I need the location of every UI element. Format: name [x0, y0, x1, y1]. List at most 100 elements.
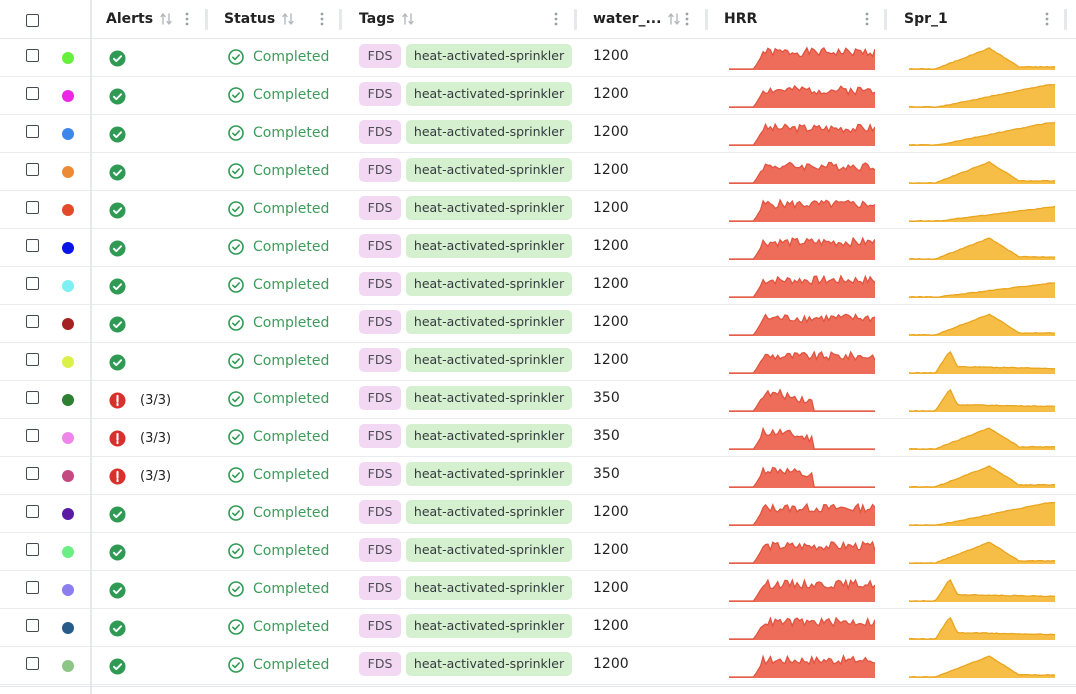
- column-resize-handle[interactable]: [884, 9, 887, 30]
- row-select-checkbox[interactable]: [26, 201, 39, 214]
- tag-chip[interactable]: FDS: [359, 538, 401, 562]
- tag-chip[interactable]: heat-activated-sprinkler: [406, 44, 572, 68]
- row-select-checkbox[interactable]: [26, 49, 39, 62]
- alert-count: (3/3): [140, 393, 172, 408]
- row-select-checkbox[interactable]: [26, 505, 39, 518]
- check-circle-filled-icon: [109, 658, 126, 675]
- spr-sparkline: [909, 237, 1055, 260]
- table-row[interactable]: Completed FDS heat-activated-sprinkler 1200: [0, 114, 1076, 153]
- table-row[interactable]: Completed FDS heat-activated-sprinkler 1200: [0, 152, 1076, 191]
- tag-chip[interactable]: FDS: [359, 348, 401, 372]
- row-select-checkbox[interactable]: [26, 429, 39, 442]
- select-all-checkbox[interactable]: [26, 14, 39, 27]
- tag-chip[interactable]: heat-activated-sprinkler: [406, 462, 572, 486]
- table-row[interactable]: (3/3) Completed FDS heat-activated-sprinkle…: [0, 456, 1076, 495]
- column-resize-handle[interactable]: [705, 9, 708, 30]
- kebab-menu-icon[interactable]: [554, 12, 558, 26]
- tag-chip[interactable]: FDS: [359, 424, 401, 448]
- tag-chip[interactable]: heat-activated-sprinkler: [406, 158, 572, 182]
- kebab-menu-icon[interactable]: [685, 12, 689, 26]
- tag-chip[interactable]: FDS: [359, 234, 401, 258]
- table-row[interactable]: Completed FDS heat-activated-sprinkler 1200: [0, 646, 1076, 685]
- row-select-checkbox[interactable]: [26, 657, 39, 670]
- column-header-water[interactable]: water_...: [593, 0, 681, 38]
- tag-chip[interactable]: FDS: [359, 652, 401, 676]
- kebab-menu-icon[interactable]: [865, 12, 869, 26]
- sort-arrows-icon[interactable]: [159, 12, 173, 26]
- tag-chip[interactable]: heat-activated-sprinkler: [406, 386, 572, 410]
- hrr-sparkline-line: [729, 466, 875, 488]
- table-row[interactable]: Completed FDS heat-activated-sprinkler 1200: [0, 76, 1076, 115]
- sort-arrows-icon[interactable]: [401, 12, 415, 26]
- table-row[interactable]: Completed FDS heat-activated-sprinkler 1200: [0, 608, 1076, 647]
- sort-arrows-icon[interactable]: [281, 12, 295, 26]
- kebab-menu-icon[interactable]: [1045, 12, 1049, 26]
- table-row[interactable]: Completed FDS heat-activated-sprinkler 1200: [0, 532, 1076, 571]
- row-select-checkbox[interactable]: [26, 277, 39, 290]
- tag-chip[interactable]: heat-activated-sprinkler: [406, 538, 572, 562]
- column-resize-handle[interactable]: [339, 9, 342, 30]
- column-header-hrr[interactable]: HRR: [724, 0, 757, 38]
- tag-chip[interactable]: FDS: [359, 120, 401, 144]
- tag-chip[interactable]: FDS: [359, 272, 401, 296]
- tag-chip[interactable]: FDS: [359, 462, 401, 486]
- row-select-checkbox[interactable]: [26, 543, 39, 556]
- tag-chip[interactable]: heat-activated-sprinkler: [406, 272, 572, 296]
- tag-chip[interactable]: FDS: [359, 158, 401, 182]
- tag-chip[interactable]: FDS: [359, 614, 401, 638]
- tag-chip[interactable]: heat-activated-sprinkler: [406, 576, 572, 600]
- tag-chip[interactable]: heat-activated-sprinkler: [406, 310, 572, 334]
- tag-chip[interactable]: heat-activated-sprinkler: [406, 500, 572, 524]
- tag-chip[interactable]: heat-activated-sprinkler: [406, 614, 572, 638]
- column-resize-handle[interactable]: [574, 9, 577, 30]
- row-select-checkbox[interactable]: [26, 581, 39, 594]
- column-header-alerts[interactable]: Alerts: [106, 0, 173, 38]
- spr-sparkline-line: [909, 616, 1055, 640]
- spr-sparkline-line: [909, 502, 1055, 526]
- table-row[interactable]: (3/3) Completed FDS heat-activated-sprinkle…: [0, 418, 1076, 457]
- row-select-checkbox[interactable]: [26, 619, 39, 632]
- status-cell: Completed: [228, 428, 329, 446]
- status-cell: Completed: [228, 656, 329, 674]
- table-row[interactable]: Completed FDS heat-activated-sprinkler 1200: [0, 570, 1076, 609]
- tag-chip[interactable]: heat-activated-sprinkler: [406, 348, 572, 372]
- tag-chip[interactable]: heat-activated-sprinkler: [406, 120, 572, 144]
- kebab-menu-icon[interactable]: [320, 12, 324, 26]
- tag-chip[interactable]: FDS: [359, 576, 401, 600]
- row-select-checkbox[interactable]: [26, 125, 39, 138]
- table-row[interactable]: Completed FDS heat-activated-sprinkler 1200: [0, 304, 1076, 343]
- row-select-checkbox[interactable]: [26, 467, 39, 480]
- tag-chip[interactable]: heat-activated-sprinkler: [406, 234, 572, 258]
- column-resize-handle[interactable]: [1064, 9, 1067, 30]
- sort-arrows-icon[interactable]: [667, 12, 681, 26]
- tag-chip[interactable]: heat-activated-sprinkler: [406, 652, 572, 676]
- table-row[interactable]: Completed FDS heat-activated-sprinkler 1200: [0, 266, 1076, 305]
- row-select-checkbox[interactable]: [26, 315, 39, 328]
- tag-chip[interactable]: heat-activated-sprinkler: [406, 82, 572, 106]
- tag-chip[interactable]: heat-activated-sprinkler: [406, 196, 572, 220]
- column-header-tags[interactable]: Tags: [359, 0, 415, 38]
- row-select-checkbox[interactable]: [26, 87, 39, 100]
- tag-chip[interactable]: FDS: [359, 44, 401, 68]
- tag-chip[interactable]: FDS: [359, 386, 401, 410]
- hrr-sparkline-area: [729, 314, 875, 336]
- table-row[interactable]: Completed FDS heat-activated-sprinkler 1200: [0, 494, 1076, 533]
- table-row[interactable]: Completed FDS heat-activated-sprinkler 1200: [0, 190, 1076, 229]
- table-row[interactable]: (3/3) Completed FDS heat-activated-sprinkle…: [0, 380, 1076, 419]
- tag-chip[interactable]: FDS: [359, 500, 401, 524]
- tag-chip[interactable]: FDS: [359, 82, 401, 106]
- column-header-status[interactable]: Status: [224, 0, 295, 38]
- column-resize-handle[interactable]: [205, 9, 208, 30]
- column-header-spr[interactable]: Spr_1: [904, 0, 948, 38]
- row-select-checkbox[interactable]: [26, 163, 39, 176]
- row-select-checkbox[interactable]: [26, 391, 39, 404]
- tag-chip[interactable]: FDS: [359, 310, 401, 334]
- table-row[interactable]: Completed FDS heat-activated-sprinkler 1200: [0, 342, 1076, 381]
- table-row[interactable]: Completed FDS heat-activated-sprinkler 1200: [0, 228, 1076, 267]
- row-select-checkbox[interactable]: [26, 239, 39, 252]
- tag-chip[interactable]: heat-activated-sprinkler: [406, 424, 572, 448]
- tag-chip[interactable]: FDS: [359, 196, 401, 220]
- table-row[interactable]: Completed FDS heat-activated-sprinkler 1200: [0, 38, 1076, 77]
- kebab-menu-icon[interactable]: [185, 12, 189, 26]
- row-select-checkbox[interactable]: [26, 353, 39, 366]
